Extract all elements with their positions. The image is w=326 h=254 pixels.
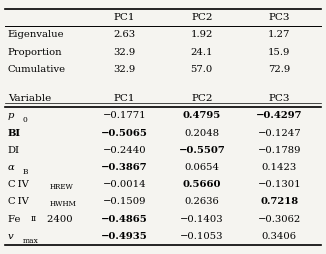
Text: 0.0654: 0.0654 <box>184 163 219 172</box>
Text: −0.0014: −0.0014 <box>102 180 146 189</box>
Text: −0.1771: −0.1771 <box>102 111 146 120</box>
Text: −0.4297: −0.4297 <box>256 111 303 120</box>
Text: 32.9: 32.9 <box>113 65 135 74</box>
Text: HWHM: HWHM <box>50 200 77 209</box>
Text: 32.9: 32.9 <box>113 47 135 57</box>
Text: B: B <box>22 168 28 176</box>
Text: DI: DI <box>8 146 20 155</box>
Text: 0.5660: 0.5660 <box>183 180 221 189</box>
Text: −0.1509: −0.1509 <box>102 197 146 207</box>
Text: v: v <box>8 232 13 241</box>
Text: 0.4795: 0.4795 <box>183 111 221 120</box>
Text: −0.3062: −0.3062 <box>258 215 301 224</box>
Text: −0.3867: −0.3867 <box>101 163 148 172</box>
Text: p: p <box>8 111 14 120</box>
Text: C IV: C IV <box>8 197 29 207</box>
Text: 0.2048: 0.2048 <box>184 129 219 137</box>
Text: 24.1: 24.1 <box>190 47 213 57</box>
Text: 1.27: 1.27 <box>268 30 290 39</box>
Text: max: max <box>22 237 38 245</box>
Text: −0.2440: −0.2440 <box>102 146 146 155</box>
Text: PC1: PC1 <box>113 13 135 22</box>
Text: Proportion: Proportion <box>8 47 63 57</box>
Text: −0.4865: −0.4865 <box>101 215 148 224</box>
Text: −0.1247: −0.1247 <box>258 129 301 137</box>
Text: C IV: C IV <box>8 180 29 189</box>
Text: PC3: PC3 <box>269 94 290 103</box>
Text: Variable: Variable <box>8 94 51 103</box>
Text: −0.1403: −0.1403 <box>180 215 224 224</box>
Text: −0.5507: −0.5507 <box>178 146 225 155</box>
Text: −0.5065: −0.5065 <box>101 129 148 137</box>
Text: 0.1423: 0.1423 <box>262 163 297 172</box>
Text: Eigenvalue: Eigenvalue <box>8 30 65 39</box>
Text: BI: BI <box>8 129 21 137</box>
Text: II: II <box>30 215 37 223</box>
Text: 2400: 2400 <box>45 215 73 224</box>
Text: Fe: Fe <box>8 215 22 224</box>
Text: 2.63: 2.63 <box>113 30 135 39</box>
Text: PC2: PC2 <box>191 94 213 103</box>
Text: PC2: PC2 <box>191 13 213 22</box>
Text: HREW: HREW <box>50 183 74 191</box>
Text: 0.3406: 0.3406 <box>262 232 297 241</box>
Text: PC1: PC1 <box>113 94 135 103</box>
Text: −0.1789: −0.1789 <box>258 146 301 155</box>
Text: 57.0: 57.0 <box>191 65 213 74</box>
Text: α: α <box>8 163 15 172</box>
Text: −0.1053: −0.1053 <box>180 232 224 241</box>
Text: Cumulative: Cumulative <box>8 65 66 74</box>
Text: PC3: PC3 <box>269 13 290 22</box>
Text: −0.1301: −0.1301 <box>258 180 301 189</box>
Text: 0.2636: 0.2636 <box>185 197 219 207</box>
Text: 0: 0 <box>22 116 27 124</box>
Text: −0.4935: −0.4935 <box>101 232 148 241</box>
Text: 15.9: 15.9 <box>268 47 290 57</box>
Text: 72.9: 72.9 <box>268 65 290 74</box>
Text: 0.7218: 0.7218 <box>260 197 298 207</box>
Text: 1.92: 1.92 <box>191 30 213 39</box>
